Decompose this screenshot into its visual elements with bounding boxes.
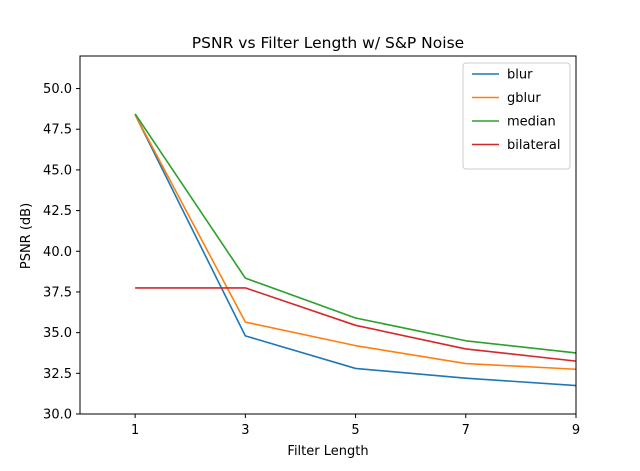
y-tick-label: 30.0 bbox=[43, 408, 72, 423]
x-axis-ticks: 1 3 5 7 9 bbox=[131, 414, 580, 438]
x-tick-label: 9 bbox=[572, 423, 580, 438]
y-tick-label: 37.5 bbox=[43, 285, 72, 300]
y-axis-label: PSNR (dB) bbox=[19, 203, 34, 269]
y-axis-ticks: 30.0 32.5 35.0 37.5 40.0 42.5 45.0 47.5 50.0 bbox=[43, 82, 80, 422]
x-tick-label: 5 bbox=[351, 423, 359, 438]
legend: blur gblur median bilateral bbox=[463, 63, 570, 169]
x-tick-label: 7 bbox=[462, 423, 470, 438]
y-tick-label: 47.5 bbox=[43, 123, 72, 138]
x-axis-label: Filter Length bbox=[287, 444, 368, 459]
x-tick-label: 3 bbox=[241, 423, 249, 438]
y-tick-label: 35.0 bbox=[43, 326, 72, 341]
legend-label-bilateral: bilateral bbox=[507, 138, 560, 153]
y-tick-label: 45.0 bbox=[43, 163, 72, 178]
legend-label-blur: blur bbox=[507, 68, 533, 83]
y-tick-label: 32.5 bbox=[43, 367, 72, 382]
chart-title: PSNR vs Filter Length w/ S&P Noise bbox=[192, 34, 464, 52]
y-tick-label: 40.0 bbox=[43, 245, 72, 260]
legend-label-gblur: gblur bbox=[507, 91, 541, 106]
legend-label-median: median bbox=[507, 115, 556, 130]
x-tick-label: 1 bbox=[131, 423, 139, 438]
y-tick-label: 50.0 bbox=[43, 82, 72, 97]
y-tick-label: 42.5 bbox=[43, 204, 72, 219]
